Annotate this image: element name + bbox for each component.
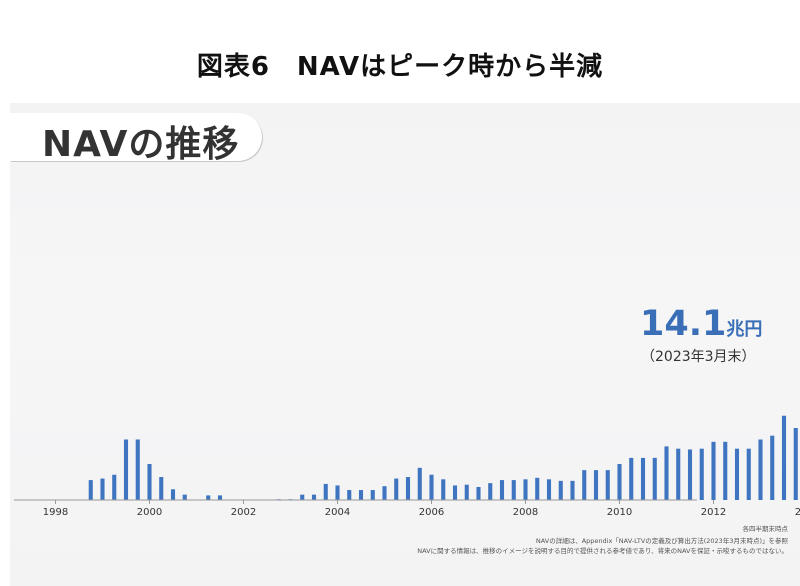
- footnote-2: NAVに関する情報は、推移のイメージを説明する目的で提供される参考値であり、将来…: [417, 547, 788, 555]
- figure-title: 図表6 NAVはピーク時から半減: [196, 52, 604, 82]
- bar-5: [147, 464, 152, 500]
- bar-20: [323, 483, 328, 500]
- tick-label-2014: 2014: [795, 507, 800, 518]
- bar-10: [206, 495, 211, 500]
- bar-49: [664, 446, 669, 500]
- bar-8: [182, 494, 187, 500]
- bar-33: [476, 486, 481, 500]
- bar-44: [605, 470, 610, 500]
- tick-label-2012: 2012: [701, 507, 726, 518]
- bar-57: [758, 439, 763, 500]
- section-title: NAVの推移: [42, 124, 240, 165]
- bar-28: [417, 467, 422, 500]
- bar-23: [358, 490, 364, 500]
- bar-35: [499, 480, 505, 500]
- tick-label-2006: 2006: [419, 507, 444, 518]
- chart-panel: [10, 103, 800, 586]
- bar-59: [781, 415, 787, 500]
- tick-label-1998: 1998: [43, 507, 68, 518]
- section-title-tab: NAVの推移: [10, 113, 262, 165]
- bar-46: [629, 457, 634, 501]
- bar-56: [746, 448, 751, 500]
- bar-30: [441, 479, 446, 500]
- bar-11: [217, 495, 223, 500]
- bar-48: [652, 457, 657, 501]
- bar-31: [452, 485, 458, 500]
- bar-21: [335, 485, 340, 500]
- bar-series: [88, 415, 798, 501]
- bar-42: [582, 470, 587, 500]
- bar-34: [488, 483, 493, 500]
- bar-40: [558, 480, 563, 500]
- quarter-note: 各四半期末時点: [742, 525, 789, 533]
- bar-6: [159, 477, 164, 500]
- bar-1: [100, 478, 105, 500]
- bar-55: [734, 448, 740, 500]
- bar-3: [123, 439, 129, 500]
- bar-45: [617, 464, 622, 500]
- callout-value: 14.1兆円: [640, 304, 762, 344]
- bar-60: [793, 428, 798, 500]
- bar-38: [535, 477, 540, 500]
- bar-50: [676, 448, 681, 500]
- bar-32: [464, 484, 469, 500]
- bar-51: [687, 449, 693, 500]
- tick-label-2010: 2010: [607, 507, 632, 518]
- callout-unit: 兆円: [726, 319, 763, 340]
- tick-label-2000: 2000: [137, 507, 162, 518]
- bar-37: [523, 479, 528, 500]
- callout-number: 14.1: [640, 304, 727, 344]
- bar-36: [511, 480, 516, 500]
- bar-4: [135, 439, 140, 500]
- bar-52: [699, 448, 704, 500]
- bar-43: [593, 470, 599, 500]
- bar-26: [394, 478, 399, 500]
- bar-2: [112, 474, 117, 500]
- bar-53: [711, 441, 716, 500]
- bar-47: [640, 457, 646, 501]
- callout-date: （2023年3月末）: [641, 349, 756, 365]
- bar-39: [546, 479, 552, 500]
- bar-22: [347, 490, 352, 500]
- bar-18: [300, 494, 305, 500]
- bar-25: [382, 486, 387, 500]
- bar-29: [429, 474, 434, 500]
- tick-label-2002: 2002: [231, 507, 256, 518]
- bar-58: [770, 435, 775, 500]
- bar-19: [311, 494, 317, 500]
- footnote-1: NAVの詳細は、Appendix「NAV-LTVの定義及び算出方法(2023年3…: [535, 537, 788, 545]
- x-axis-ticks: 1998200020022004200620082010201220142016…: [43, 500, 800, 518]
- bar-41: [570, 480, 575, 500]
- bar-24: [370, 490, 375, 500]
- tick-label-2008: 2008: [513, 507, 538, 518]
- tick-label-2004: 2004: [325, 507, 350, 518]
- bar-0: [88, 480, 93, 500]
- bar-54: [723, 441, 728, 500]
- bar-7: [170, 489, 176, 500]
- bar-27: [405, 477, 411, 500]
